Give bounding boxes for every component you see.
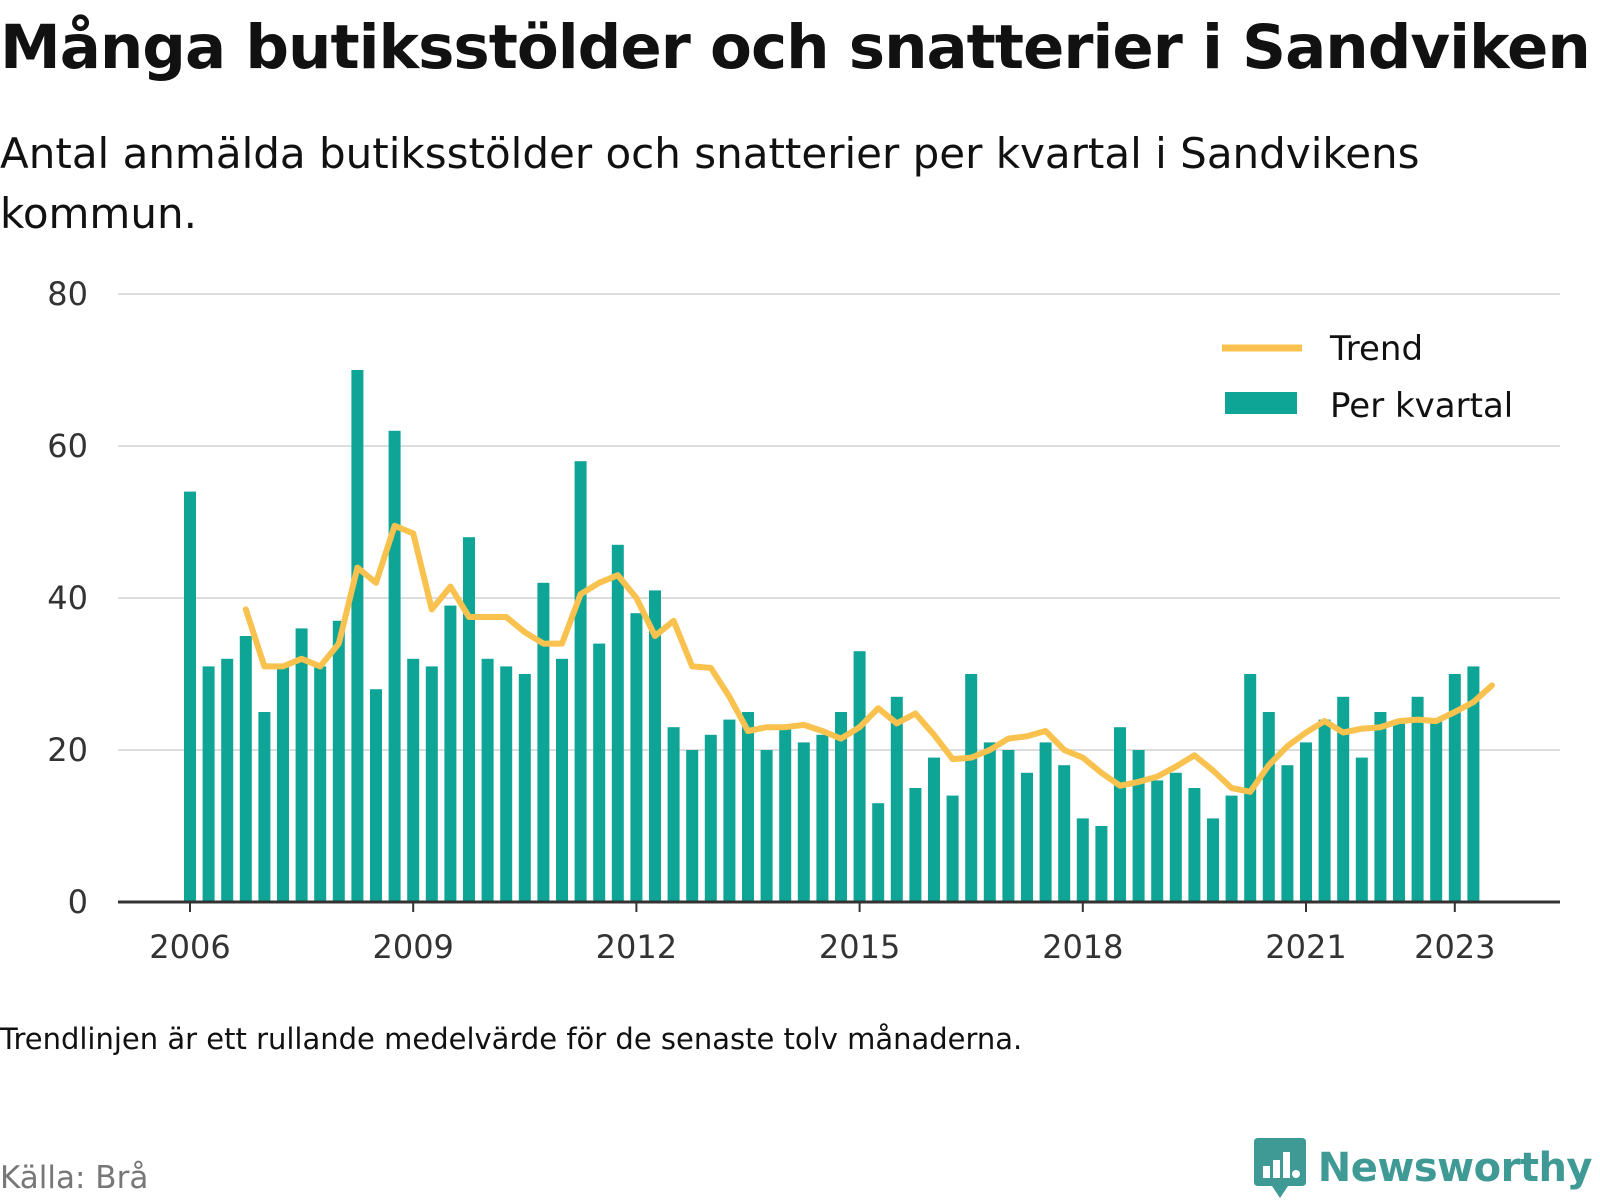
- bar: [314, 666, 327, 902]
- bar: [556, 658, 568, 902]
- y-tick-label: 20: [47, 731, 88, 769]
- bar-chart-speech-bubble-icon: [1253, 1138, 1306, 1198]
- bar: [481, 658, 494, 902]
- bar: [890, 696, 903, 902]
- bar: [444, 605, 457, 902]
- bar: [1151, 780, 1164, 902]
- x-tick-label: 2009: [372, 928, 453, 966]
- bar: [370, 689, 382, 902]
- bar: [1355, 757, 1368, 902]
- chart-subtitle: Antal anmälda butiksstölder och snatteri…: [0, 129, 1420, 238]
- footnote: Trendlinjen är ett rullande medelvärde f…: [0, 1022, 1023, 1056]
- bar: [1300, 742, 1312, 902]
- trend-line-group: [242, 522, 1495, 795]
- bar: [537, 582, 550, 902]
- bar: [946, 795, 959, 902]
- bar: [1039, 742, 1052, 902]
- bar: [221, 658, 234, 902]
- bar: [332, 620, 345, 902]
- bar: [723, 719, 736, 902]
- bar: [463, 537, 475, 902]
- bar: [1262, 712, 1275, 902]
- bar: [649, 590, 661, 902]
- bar: [425, 666, 438, 902]
- brand-name: Newsworthy: [1317, 1145, 1593, 1191]
- bars-per-kvartal: [184, 370, 1480, 902]
- y-tick-label: 80: [47, 275, 88, 313]
- bar: [1430, 719, 1443, 902]
- bar: [258, 712, 271, 902]
- bar: [1337, 696, 1350, 902]
- bar: [1448, 674, 1461, 902]
- bar: [1207, 818, 1219, 902]
- x-tick-label: 2021: [1265, 928, 1346, 966]
- bar: [500, 666, 513, 902]
- bar: [928, 757, 940, 902]
- bar: [872, 803, 885, 902]
- x-tick-label: 2023: [1414, 928, 1495, 966]
- legend: Trend Per kvartal: [1222, 329, 1513, 426]
- bar: [686, 750, 699, 902]
- x-tick-label: 2018: [1042, 928, 1123, 966]
- bar: [239, 636, 252, 902]
- bar: [518, 674, 531, 902]
- bar: [1393, 719, 1405, 902]
- y-axis-ticks: 0 20 40 60 80: [47, 275, 88, 921]
- bar: [630, 613, 643, 902]
- bar: [1114, 727, 1126, 902]
- bar: [816, 734, 829, 902]
- bar: [407, 658, 420, 902]
- bar: [1021, 772, 1033, 902]
- bar: [797, 742, 810, 902]
- y-tick-label: 40: [47, 579, 88, 617]
- bar: [1318, 719, 1331, 902]
- bar: [779, 727, 792, 902]
- brand-logo: Newsworthy: [1253, 1138, 1593, 1198]
- bar-line-chart: 0 20 40 60 80 2006 2009 2012 2015 2018 2021 2023 T…: [47, 275, 1560, 966]
- bar: [760, 750, 773, 902]
- bar: [835, 712, 847, 902]
- bar: [295, 628, 308, 902]
- bar: [1225, 795, 1238, 902]
- bar: [667, 727, 680, 902]
- x-tick-label: 2012: [596, 928, 677, 966]
- legend-bar-swatch: [1225, 392, 1297, 414]
- bar: [1002, 750, 1015, 902]
- bar: [1169, 772, 1182, 902]
- bar: [184, 491, 196, 902]
- bar: [611, 544, 624, 902]
- x-axis-ticks: 2006 2009 2012 2015 2018 2021 2023: [149, 902, 1496, 966]
- bar: [909, 788, 922, 902]
- bar: [593, 643, 606, 902]
- bar: [202, 666, 215, 902]
- x-tick-label: 2015: [819, 928, 900, 966]
- bar: [1281, 765, 1294, 902]
- bar: [277, 666, 289, 902]
- bar: [1188, 788, 1201, 902]
- bar: [704, 734, 717, 902]
- bar: [1467, 666, 1480, 902]
- bar: [1411, 696, 1424, 902]
- bar: [351, 370, 364, 902]
- bar: [983, 742, 996, 902]
- bar: [853, 651, 866, 902]
- bar: [1058, 765, 1071, 902]
- x-tick-label: 2006: [149, 928, 230, 966]
- bar: [965, 674, 978, 902]
- bar: [1076, 818, 1089, 902]
- chart-title: Många butiksstölder och snatterier i San…: [0, 12, 1591, 83]
- y-tick-label: 0: [68, 883, 88, 921]
- legend-trend-label: Trend: [1329, 329, 1423, 369]
- trend-line: [242, 522, 1495, 795]
- source-credit: Källa: Brå: [0, 1160, 149, 1196]
- bar: [574, 461, 587, 902]
- y-tick-label: 60: [47, 427, 88, 465]
- legend-bar-label: Per kvartal: [1330, 386, 1513, 426]
- bar: [1132, 750, 1145, 902]
- bar: [742, 712, 754, 902]
- bar: [388, 430, 401, 902]
- bar: [1374, 712, 1387, 902]
- bar: [1095, 826, 1108, 902]
